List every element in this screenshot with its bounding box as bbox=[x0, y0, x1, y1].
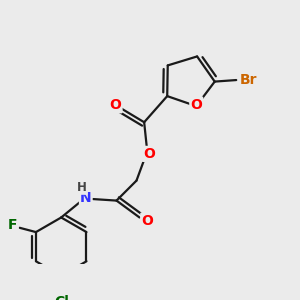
Text: O: O bbox=[143, 147, 155, 161]
Text: Cl: Cl bbox=[54, 295, 69, 300]
Text: O: O bbox=[190, 98, 202, 112]
Text: F: F bbox=[8, 218, 18, 232]
Text: O: O bbox=[141, 214, 153, 228]
Text: Br: Br bbox=[240, 73, 257, 87]
Text: H: H bbox=[77, 181, 87, 194]
Text: N: N bbox=[80, 191, 92, 206]
Text: O: O bbox=[110, 98, 122, 112]
